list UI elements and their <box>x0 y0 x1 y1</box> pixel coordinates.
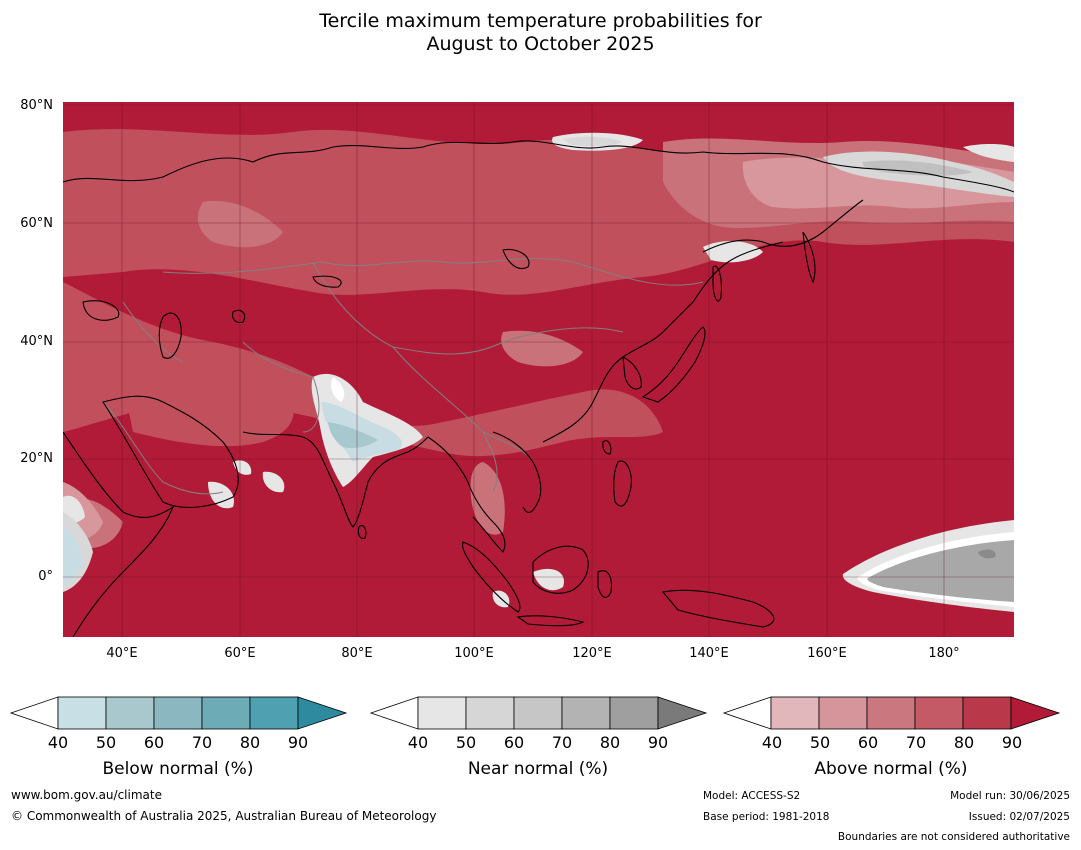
colorbar-svg <box>722 696 1061 730</box>
colorbar-high-extend <box>1010 696 1061 730</box>
lat-label-80n: 80°N <box>20 98 53 113</box>
lon-label-120e: 120°E <box>572 646 612 661</box>
colorbar-segment <box>866 696 916 730</box>
colorbar-svg <box>9 696 348 730</box>
probability-map <box>63 102 1014 637</box>
arabian-near-normal <box>63 460 285 523</box>
below-tick-50: 50 <box>95 733 117 752</box>
colorbar-low-extend <box>9 696 59 730</box>
colorbar-segment <box>417 696 467 730</box>
below-tick-40: 40 <box>47 733 69 752</box>
colorbar-segment <box>513 696 563 730</box>
footer-copyright: © Commonwealth of Australia 2025, Austra… <box>11 809 437 823</box>
country-borders <box>102 257 704 495</box>
lon-label-100e: 100°E <box>454 646 494 661</box>
above-tick-70: 70 <box>905 733 927 752</box>
colorbar-segment <box>914 696 964 730</box>
colorbar-svg <box>369 696 708 730</box>
map-title: Tercile maximum temperature probabilitie… <box>0 10 1081 56</box>
below-normal-caption: Below normal (%) <box>102 759 254 779</box>
above-tick-60: 60 <box>857 733 879 752</box>
colorbar-segment <box>57 696 107 730</box>
lat-label-40n: 40°N <box>20 334 53 349</box>
below-normal-colorbar <box>9 695 350 739</box>
above-tick-50: 50 <box>809 733 831 752</box>
colorbar-high-extend <box>297 696 348 730</box>
above-normal-caption: Above normal (%) <box>814 759 968 779</box>
lon-label-40e: 40°E <box>106 646 138 661</box>
title-line-1: Tercile maximum temperature probabilitie… <box>319 10 762 32</box>
colorbar-segment <box>201 696 251 730</box>
colorbar-segment <box>249 696 299 730</box>
africa-near-normal <box>63 512 93 592</box>
lon-label-60e: 60°E <box>224 646 256 661</box>
near-tick-40: 40 <box>407 733 429 752</box>
colorbar-segment <box>770 696 820 730</box>
below-tick-60: 60 <box>143 733 165 752</box>
near-normal-colorbar <box>369 695 710 739</box>
footer-model-run: Model run: 30/06/2025 <box>950 790 1070 802</box>
colorbar-segment <box>465 696 515 730</box>
lat-label-0: 0° <box>38 569 53 584</box>
footer-issued: Issued: 02/07/2025 <box>968 811 1070 823</box>
near-tick-60: 60 <box>503 733 525 752</box>
map-svg <box>63 102 1014 637</box>
below-tick-70: 70 <box>191 733 213 752</box>
colorbar-segment <box>153 696 203 730</box>
footer-url: www.bom.gov.au/climate <box>11 788 162 802</box>
footer-base-period: Base period: 1981-2018 <box>703 811 830 823</box>
near-tick-70: 70 <box>551 733 573 752</box>
colorbar-low-extend <box>722 696 772 730</box>
colorbar-high-extend <box>657 696 708 730</box>
colorbar-segment <box>105 696 155 730</box>
colorbar-segment <box>609 696 659 730</box>
above-tick-40: 40 <box>761 733 783 752</box>
above-normal-colorbar <box>722 695 1063 739</box>
colorbar-low-extend <box>369 696 419 730</box>
lon-label-160e: 160°E <box>807 646 847 661</box>
colorbar-segment <box>962 696 1012 730</box>
lon-label-180: 180° <box>928 646 960 661</box>
lon-label-80e: 80°E <box>341 646 373 661</box>
near-normal-caption: Near normal (%) <box>467 759 609 779</box>
pacific-near-normal <box>842 520 1014 612</box>
near-tick-50: 50 <box>455 733 477 752</box>
below-tick-90: 90 <box>287 733 309 752</box>
near-tick-80: 80 <box>599 733 621 752</box>
lon-label-140e: 140°E <box>689 646 729 661</box>
coastlines <box>63 140 1014 637</box>
below-tick-80: 80 <box>239 733 261 752</box>
footer-disclaimer: Boundaries are not considered authoritat… <box>837 831 1070 843</box>
graticule <box>63 102 1014 637</box>
near-normal-arctic <box>552 132 1014 263</box>
colorbar-segment <box>561 696 611 730</box>
colorbar-segment <box>818 696 868 730</box>
title-line-2: August to October 2025 <box>426 33 655 55</box>
above-tick-90: 90 <box>1001 733 1023 752</box>
lat-label-60n: 60°N <box>20 216 53 231</box>
above-tick-80: 80 <box>953 733 975 752</box>
lat-label-20n: 20°N <box>20 451 53 466</box>
near-tick-90: 90 <box>647 733 669 752</box>
footer-model: Model: ACCESS-S2 <box>703 790 801 802</box>
